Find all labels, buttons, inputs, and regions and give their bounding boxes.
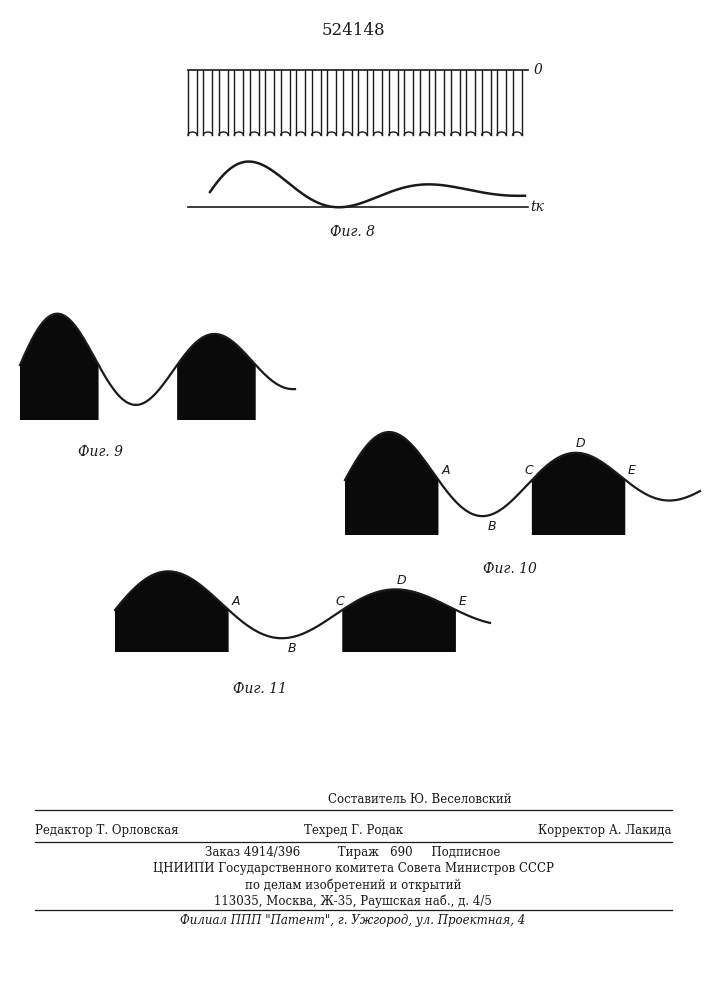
Text: Редактор Т. Орловская: Редактор Т. Орловская bbox=[35, 824, 178, 837]
Text: C: C bbox=[335, 595, 344, 608]
Text: C: C bbox=[525, 464, 534, 477]
Polygon shape bbox=[115, 571, 228, 652]
Polygon shape bbox=[342, 589, 456, 652]
Text: 113035, Москва, Ж-35, Раушская наб., д. 4/5: 113035, Москва, Ж-35, Раушская наб., д. … bbox=[214, 894, 492, 908]
Polygon shape bbox=[345, 432, 438, 535]
Polygon shape bbox=[177, 334, 256, 420]
Text: tк: tк bbox=[530, 200, 544, 214]
Text: E: E bbox=[458, 595, 466, 608]
Text: D: D bbox=[575, 437, 585, 450]
Text: B: B bbox=[488, 520, 496, 533]
Text: 0: 0 bbox=[534, 63, 543, 77]
Text: Фиг. 8: Фиг. 8 bbox=[330, 225, 375, 239]
Text: Филиал ППП "Патент", г. Ужгород, ул. Проектная, 4: Филиал ППП "Патент", г. Ужгород, ул. Про… bbox=[180, 914, 525, 927]
Text: Фиг. 11: Фиг. 11 bbox=[233, 682, 287, 696]
Text: ЦНИИПИ Государственного комитета Совета Министров СССР: ЦНИИПИ Государственного комитета Совета … bbox=[153, 862, 554, 875]
Text: Техред Г. Родак: Техред Г. Родак bbox=[303, 824, 402, 837]
Text: Заказ 4914/396          Тираж   690     Подписное: Заказ 4914/396 Тираж 690 Подписное bbox=[205, 846, 501, 859]
Polygon shape bbox=[20, 314, 98, 420]
Text: Фиг. 9: Фиг. 9 bbox=[78, 445, 122, 459]
Polygon shape bbox=[532, 453, 625, 535]
Text: A: A bbox=[442, 464, 450, 477]
Text: B: B bbox=[287, 642, 296, 655]
Text: по делам изобретений и открытий: по делам изобретений и открытий bbox=[245, 878, 461, 892]
Text: Составитель Ю. Веселовский: Составитель Ю. Веселовский bbox=[328, 793, 512, 806]
Text: Фиг. 10: Фиг. 10 bbox=[483, 562, 537, 576]
Text: D: D bbox=[396, 574, 406, 587]
Text: Корректор А. Лакида: Корректор А. Лакида bbox=[539, 824, 672, 837]
Text: A: A bbox=[232, 595, 240, 608]
Text: 524148: 524148 bbox=[321, 22, 385, 39]
Text: E: E bbox=[627, 464, 635, 477]
